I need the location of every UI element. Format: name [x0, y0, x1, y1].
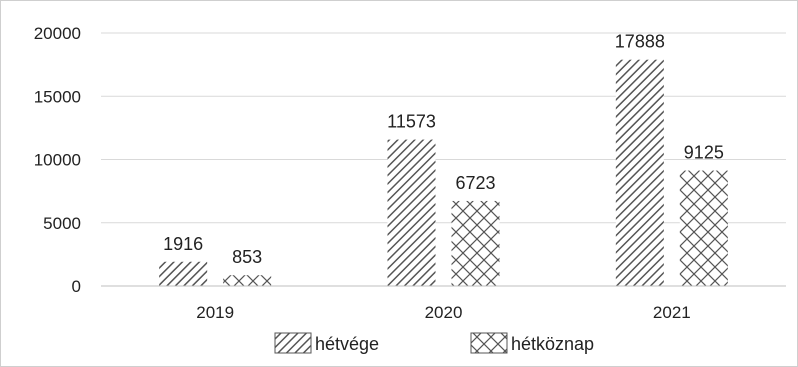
bar-2021-1 — [679, 170, 728, 286]
bar-2021-0 — [615, 59, 664, 287]
bars — [159, 59, 728, 287]
y-axis: 0 5000 10000 15000 20000 — [34, 24, 81, 296]
data-labels: 1916 853 11573 6723 17888 9125 — [163, 32, 724, 267]
data-label: 11573 — [387, 112, 436, 132]
legend-swatch-1 — [470, 332, 508, 354]
legend-label-0: hétvége — [315, 334, 379, 354]
y-tick-label: 20000 — [34, 24, 81, 43]
legend: hétvége hétköznap — [274, 332, 594, 354]
x-axis: 2019 2020 2021 — [101, 285, 786, 322]
data-label: 6723 — [455, 173, 495, 193]
data-label: 17888 — [615, 32, 665, 52]
legend-swatch-0 — [274, 332, 312, 354]
bar-2019-0 — [159, 261, 208, 286]
data-label: 853 — [232, 247, 262, 267]
y-tick-label: 5000 — [43, 214, 81, 233]
y-tick-label: 0 — [72, 277, 81, 296]
grid-lines — [101, 32, 786, 224]
data-label: 9125 — [684, 143, 724, 163]
y-tick-label: 15000 — [34, 87, 81, 106]
data-label: 1916 — [163, 234, 203, 254]
y-tick-label: 10000 — [34, 151, 81, 170]
bar-2020-1 — [451, 200, 500, 286]
x-tick-label: 2021 — [653, 303, 691, 322]
x-tick-label: 2019 — [196, 303, 234, 322]
bar-2020-0 — [387, 139, 436, 286]
legend-label-1: hétköznap — [511, 334, 594, 354]
bar-2019-1 — [223, 275, 272, 286]
x-tick-label: 2020 — [425, 303, 463, 322]
